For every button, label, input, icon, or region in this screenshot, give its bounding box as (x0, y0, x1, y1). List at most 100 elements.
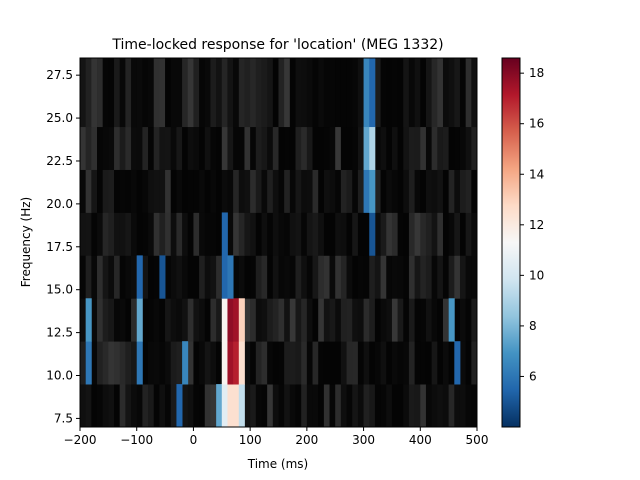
masked-cell (335, 341, 342, 385)
x-axis-label: Time (ms) (247, 457, 309, 471)
masked-cell (142, 298, 149, 342)
masked-cell (346, 341, 353, 385)
masked-cell (153, 341, 160, 385)
significant-cell (233, 298, 240, 342)
masked-cell (108, 58, 115, 128)
masked-cell (414, 169, 421, 213)
significant-cell (227, 341, 234, 385)
masked-cell (374, 169, 381, 213)
masked-cell (131, 126, 138, 170)
masked-cell (295, 126, 302, 170)
masked-cell (204, 169, 211, 213)
masked-cell (448, 255, 455, 299)
masked-cell (284, 255, 291, 299)
masked-cell (397, 126, 404, 170)
masked-cell (312, 341, 319, 385)
masked-cell (108, 341, 115, 385)
masked-cell (340, 298, 347, 342)
masked-cell (182, 255, 189, 299)
masked-cell (352, 255, 359, 299)
masked-cell (301, 126, 308, 170)
masked-cell (340, 255, 347, 299)
masked-cell (471, 169, 477, 213)
masked-cell (323, 212, 330, 256)
masked-cell (437, 212, 444, 256)
masked-cell (425, 126, 433, 170)
masked-cell (454, 212, 461, 256)
masked-cell (176, 255, 183, 299)
masked-cell (238, 126, 245, 170)
masked-cell (465, 255, 472, 299)
masked-cell (329, 255, 336, 299)
masked-cell (119, 126, 126, 170)
x-tick-label: 400 (409, 433, 432, 447)
masked-cell (437, 126, 444, 170)
masked-cell (170, 58, 177, 128)
y-axis: 7.5 10.0 12.5 15.0 17.5 20.0 22.5 25.0 27.5 (46, 68, 80, 425)
colorbar-gradient (501, 57, 521, 428)
masked-cell (221, 169, 228, 213)
masked-cell (386, 255, 393, 299)
masked-cell (284, 384, 291, 427)
masked-cell (91, 212, 98, 256)
masked-cell (193, 341, 200, 385)
masked-cell (148, 169, 155, 213)
masked-cell (442, 58, 450, 128)
masked-cell (187, 169, 194, 213)
masked-cell (448, 169, 455, 213)
masked-cell (437, 169, 444, 213)
colorbar-tick-label: 8 (529, 319, 537, 333)
masked-cell (425, 212, 433, 256)
masked-cell (380, 341, 387, 385)
masked-cell (408, 169, 416, 213)
masked-cell (210, 298, 217, 342)
masked-cell (289, 126, 296, 170)
masked-cell (238, 169, 245, 213)
masked-cell (159, 341, 166, 385)
masked-cell (233, 126, 240, 170)
masked-cell (306, 298, 313, 342)
masked-cell (255, 58, 262, 128)
masked-cell (278, 169, 285, 213)
masked-cell (108, 169, 115, 213)
masked-cell (289, 255, 296, 299)
masked-cell (108, 126, 115, 170)
masked-cell (425, 58, 433, 128)
masked-cell (374, 298, 381, 342)
masked-cell (136, 384, 143, 427)
masked-cell (114, 58, 121, 128)
masked-cell (261, 384, 268, 427)
masked-cell (408, 126, 416, 170)
masked-cell (80, 384, 87, 427)
masked-cell (165, 126, 172, 170)
masked-cell (312, 126, 319, 170)
masked-cell (425, 255, 433, 299)
masked-cell (442, 298, 450, 342)
masked-cell (329, 384, 336, 427)
masked-cell (85, 126, 92, 170)
masked-cell (284, 298, 291, 342)
masked-cell (301, 384, 308, 427)
y-tick-label: 20.0 (46, 197, 73, 211)
masked-cell (97, 384, 104, 427)
masked-cell (431, 298, 438, 342)
masked-cell (91, 384, 98, 427)
masked-cell (182, 212, 189, 256)
masked-cell (182, 169, 189, 213)
masked-cell (459, 384, 467, 427)
masked-cell (437, 255, 444, 299)
masked-cell (125, 169, 132, 213)
masked-cell (403, 255, 410, 299)
masked-cell (244, 212, 251, 256)
masked-cell (386, 169, 393, 213)
masked-cell (193, 298, 200, 342)
masked-cell (346, 255, 353, 299)
masked-cell (114, 298, 121, 342)
masked-cell (261, 298, 268, 342)
masked-cell (403, 58, 410, 128)
masked-cell (85, 255, 92, 299)
masked-cell (420, 58, 427, 128)
masked-cell (386, 212, 393, 256)
masked-cell (80, 58, 87, 128)
